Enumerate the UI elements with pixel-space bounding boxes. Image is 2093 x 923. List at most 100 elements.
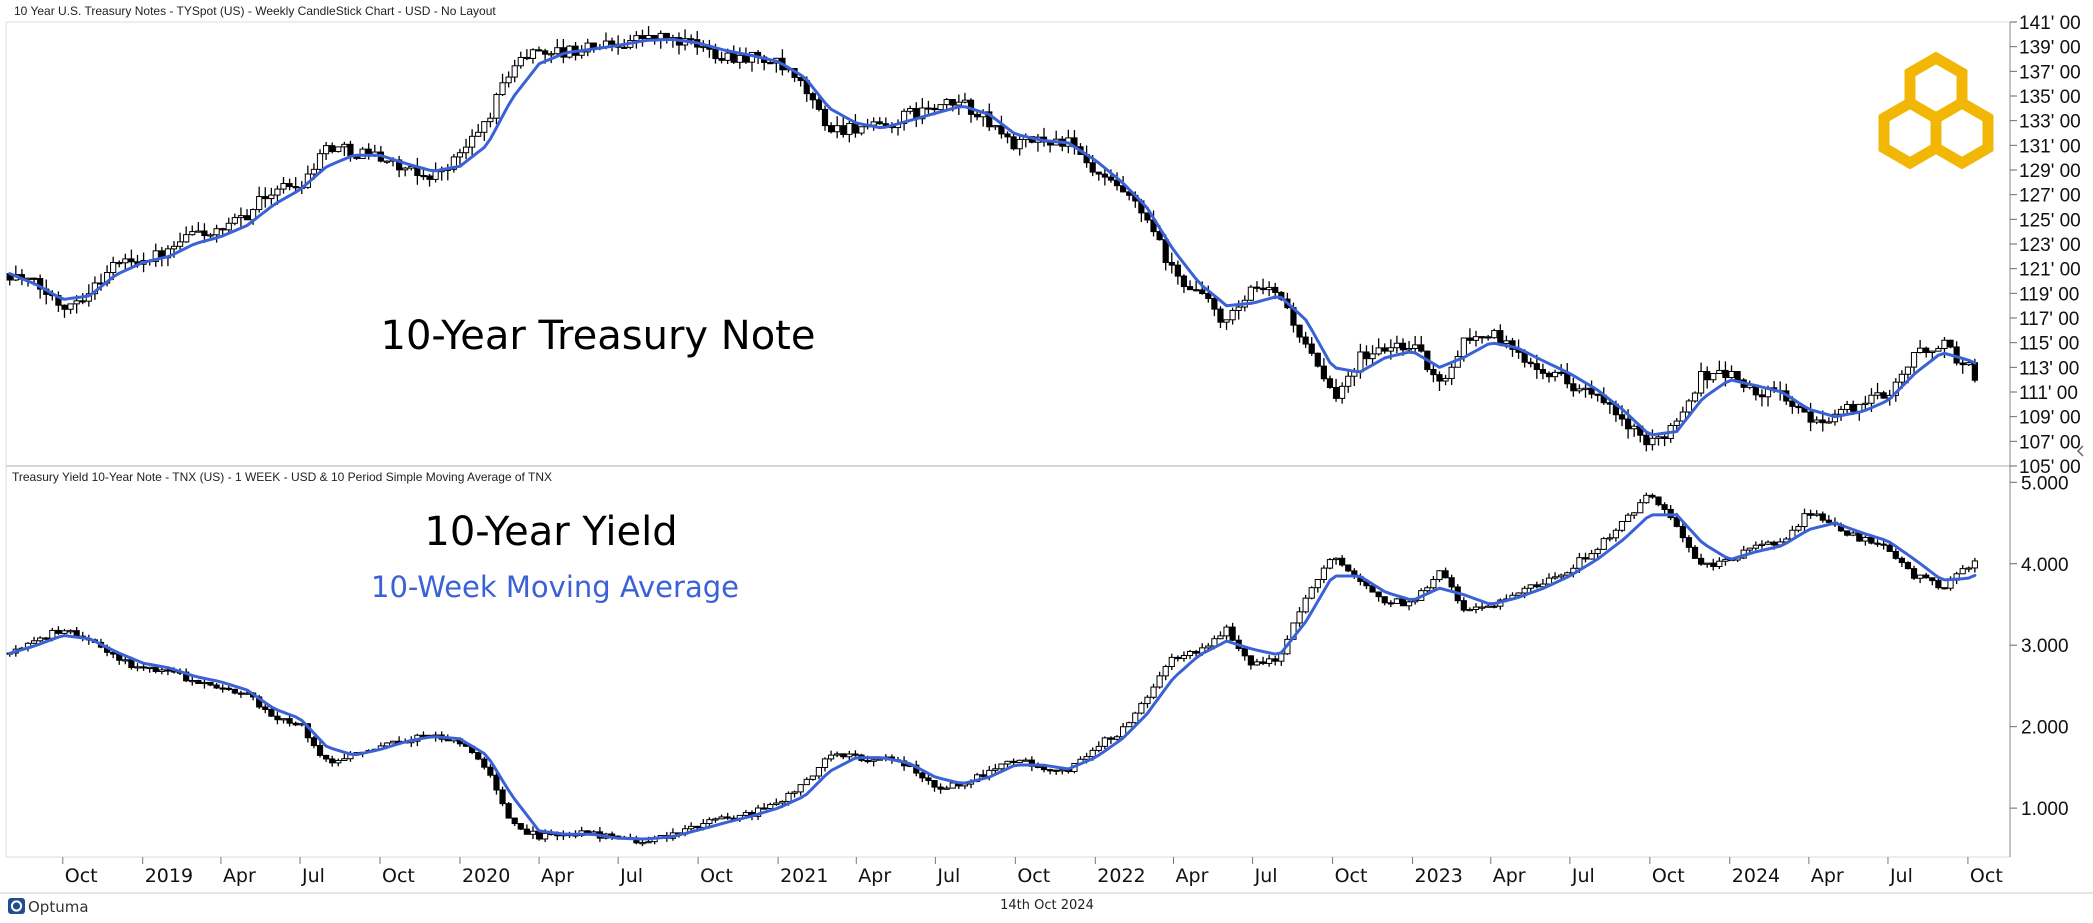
candle-body [706, 819, 713, 825]
candle-body [925, 107, 932, 110]
candle-body [1801, 513, 1808, 528]
candle-body [1126, 722, 1133, 728]
candle-body [1314, 578, 1321, 589]
top-price-axis[interactable]: 141' 00 139' 00 137' 00 135' 00 133' 00 131' … [2010, 13, 2081, 478]
candle-body [1594, 393, 1601, 396]
candle-body [1107, 176, 1115, 181]
candle-body [493, 774, 500, 791]
candle-body [1819, 419, 1826, 424]
candle-body [1874, 392, 1881, 396]
candle-body [1910, 568, 1918, 579]
candle-body [1405, 348, 1413, 351]
date-tick-label: Oct [1652, 865, 1685, 887]
candle-body [43, 637, 50, 640]
candle-body [1965, 567, 1972, 570]
price-tick-label: 105' 00 [2019, 457, 2081, 478]
candle-body [1448, 577, 1455, 588]
candle-body [1059, 769, 1066, 772]
candle-body [37, 637, 44, 642]
candle-body [146, 666, 153, 670]
candle-body [1016, 138, 1023, 150]
candle-body [1795, 405, 1802, 409]
moving-average-annotation: 10-Week Moving Average [371, 570, 739, 604]
candle-body [797, 784, 804, 793]
candle-body [779, 800, 786, 804]
candle-body [462, 146, 470, 154]
bottom-yield-axis[interactable]: 5.000 4.000 3.000 2.000 1.000 [2010, 473, 2069, 820]
candle-body [207, 234, 214, 237]
candle-body [1430, 368, 1437, 376]
candle-body [1844, 530, 1851, 536]
candle-body [116, 262, 123, 265]
candle-body [1156, 675, 1163, 688]
candle-body [213, 228, 220, 236]
candle-body [1679, 411, 1686, 422]
candle-body [1095, 171, 1102, 175]
candle-body [1722, 369, 1729, 379]
candle-body [919, 107, 926, 120]
chevron-left-icon[interactable] [2076, 445, 2084, 457]
candle-body [1442, 570, 1449, 579]
candle-body [1247, 286, 1254, 301]
candle-body [1120, 185, 1127, 193]
candle-body [821, 758, 829, 768]
date-tick-label: Jul [1571, 865, 1595, 887]
candle-body [164, 669, 172, 672]
candle-body [128, 258, 135, 263]
candle-body [1460, 600, 1467, 611]
candle-body [262, 706, 269, 710]
candle-body [1339, 385, 1346, 399]
candle-body [1576, 557, 1583, 569]
candle-body [262, 196, 269, 200]
candle-body [1089, 749, 1096, 758]
candle-body [1478, 336, 1486, 339]
candle-body [1089, 162, 1096, 173]
candle-body [1533, 363, 1540, 370]
candle-body [542, 832, 549, 840]
date-axis[interactable]: Oct 2019 Apr Jul Oct 2020 Apr Jul Oct 2021 Apr Jul O… [62, 857, 2003, 887]
candle-body [1917, 347, 1924, 354]
date-tick-label: 2019 [145, 865, 193, 887]
candle-body [1405, 601, 1413, 607]
candle-body [1941, 339, 1948, 349]
candle-body [1959, 362, 1966, 366]
moving-average-line [8, 37, 1977, 437]
candle-body [1235, 306, 1242, 311]
candle-body [456, 152, 464, 158]
candle-body [420, 174, 427, 178]
candle-body [347, 143, 354, 157]
date-tick-label: 2023 [1415, 865, 1463, 887]
candle-body [1539, 583, 1547, 588]
candle-body [742, 54, 750, 63]
candle-body [1685, 537, 1693, 548]
candle-body [827, 125, 835, 133]
candle-body [767, 803, 774, 810]
treasury-note-candles [6, 26, 1978, 452]
candle-body [280, 718, 287, 721]
candle-body [286, 718, 293, 724]
candle-body [1314, 352, 1321, 367]
candle-body [1302, 597, 1309, 613]
candle-body [773, 802, 780, 805]
candle-body [225, 222, 232, 231]
candle-body [1813, 419, 1820, 423]
candle-body [1673, 420, 1680, 426]
candle-body [1004, 133, 1011, 138]
yield-tick-label: 1.000 [2021, 799, 2069, 820]
candle-body [475, 752, 482, 760]
price-tick-label: 129' 00 [2019, 161, 2081, 182]
price-tick-label: 109' 00 [2019, 408, 2081, 429]
candle-body [1424, 587, 1431, 592]
candle-body [286, 183, 293, 188]
candle-body [578, 51, 585, 56]
candle-body [243, 692, 251, 695]
candle-body [1758, 394, 1766, 398]
candle-body [1320, 567, 1327, 580]
date-tick-label: Jul [936, 865, 960, 887]
candle-body [280, 183, 287, 190]
candle-body [1436, 570, 1443, 581]
candle-body [1716, 560, 1723, 567]
candle-body [341, 758, 348, 761]
candle-body [937, 104, 944, 111]
